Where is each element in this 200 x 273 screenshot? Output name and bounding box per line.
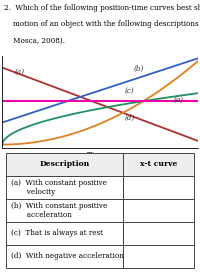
Text: (a): (a) [15,68,25,76]
Text: (c): (c) [125,87,134,94]
Bar [6,199,123,222]
Text: (d)  With negative acceleration: (d) With negative acceleration [11,252,124,260]
Text: (b): (b) [134,64,144,72]
X-axis label: Time, s: Time, s [87,150,113,158]
Text: Description: Description [39,160,89,168]
Bar [123,153,194,176]
Text: (d): (d) [124,114,135,122]
Text: Mosca, 2008).: Mosca, 2008). [4,36,65,44]
Text: (b)  With constant positive
       acceleration: (b) With constant positive acceleration [11,202,107,219]
Bar [6,176,123,199]
Text: (c)  That is always at rest: (c) That is always at rest [11,229,103,237]
Bar [6,222,123,245]
Text: x-t curve: x-t curve [140,160,177,168]
Text: motion of an object with the following descriptions (Tipler &: motion of an object with the following d… [4,20,200,28]
Bar [123,176,194,199]
Text: 2.  Which of the following position-time curves best shows the: 2. Which of the following position-time … [4,4,200,12]
Bar [6,245,123,268]
Bar [123,222,194,245]
Bar [123,245,194,268]
Text: (a)  With constant positive
       velocity: (a) With constant positive velocity [11,179,107,196]
Bar [123,199,194,222]
Text: (e): (e) [173,96,183,104]
Y-axis label: Position, m: Position, m [0,82,1,123]
Bar [6,153,123,176]
